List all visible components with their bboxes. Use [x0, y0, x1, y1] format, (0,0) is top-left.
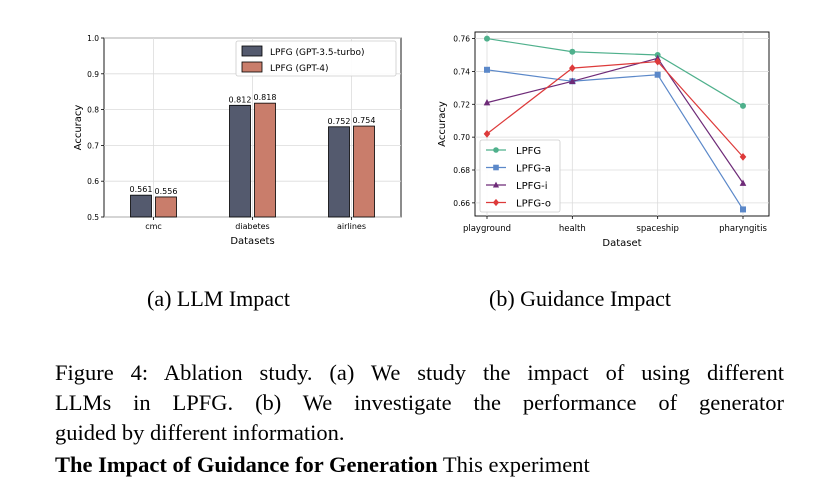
tick-label-x: spaceship — [636, 224, 679, 234]
legend-label: LPFG (GPT-4) — [270, 64, 329, 74]
legend-label: LPFG-i — [516, 181, 548, 192]
bar — [328, 126, 350, 218]
tick-label-x: airlines — [337, 222, 366, 231]
section-heading-rest: This experiment — [437, 452, 590, 477]
marker-circle — [740, 102, 746, 109]
marker-triangle — [739, 179, 747, 186]
tick-label-x: playground — [463, 224, 511, 234]
bar — [130, 194, 152, 218]
legend-label: LPFG-o — [516, 199, 551, 210]
x-axis-label: Datasets — [230, 236, 274, 247]
series-line — [486, 69, 744, 210]
marker-triangle — [569, 77, 576, 84]
tick-label-y: 0.70 — [453, 133, 470, 142]
marker-diamond — [654, 57, 661, 66]
data-label: 0.561 — [130, 185, 153, 194]
caption-line-1: Figure 4: Ablation study. (a) We study t… — [55, 360, 784, 385]
data-label: 0.812 — [229, 95, 252, 104]
caption-line-2: LLMs in LPFG. (b) We investigate the per… — [55, 390, 784, 415]
data-label: 0.818 — [254, 93, 277, 102]
plot-frame — [474, 31, 770, 217]
marker-square — [740, 206, 746, 213]
tick-label-x: cmc — [145, 222, 162, 231]
tick-label-x: diabetes — [235, 222, 269, 231]
line-chart-marks — [483, 35, 747, 213]
legend-label: LPFG-a — [516, 164, 551, 175]
bar — [353, 125, 375, 218]
legend-box — [235, 40, 397, 77]
line-chart-axes: 0.66 0.68 0.70 0.72 0.74 0.76 playground health… — [437, 31, 770, 249]
tick-label-x: pharyngitis — [719, 224, 767, 234]
tick-label-y: 0.72 — [453, 100, 470, 109]
series-line — [486, 37, 744, 107]
bar — [155, 196, 177, 218]
caption-line-3: guided by different information. — [55, 420, 345, 445]
marker-circle — [484, 35, 490, 42]
bar — [254, 102, 276, 218]
legend-label: LPFG — [516, 146, 541, 157]
marker-triangle — [492, 181, 500, 188]
y-axis-label: Accuracy — [73, 105, 84, 151]
marker-circle — [493, 147, 499, 153]
marker-diamond — [492, 198, 500, 207]
bar — [229, 104, 251, 218]
bar-chart-legend: LPFG (GPT-3.5-turbo) LPFG (GPT-4) — [235, 40, 397, 77]
llm-impact-bar-chart: 0.5 0.6 0.7 0.8 0.9 1.0 cmc diabetes airlines Dat… — [73, 34, 402, 247]
legend-swatch — [241, 61, 263, 73]
subcaption-b: (b) Guidance Impact — [489, 286, 672, 311]
tick-label-y: 0.66 — [453, 199, 470, 208]
series-line — [486, 57, 744, 184]
marker-triangle — [483, 99, 491, 106]
marker-square — [484, 66, 490, 73]
bar-chart-marks: 0.561 0.556 0.812 0.818 0.752 0.754 — [130, 93, 376, 218]
marker-circle — [569, 48, 576, 55]
tick-label-y: 0.6 — [87, 177, 99, 186]
series-line — [486, 60, 744, 158]
tick-label-y: 0.5 — [87, 213, 99, 222]
line-chart-legend: LPFG LPFG-a LPFG-i LPFG-o — [479, 139, 561, 213]
tick-label-y: 0.7 — [87, 141, 99, 150]
legend-swatch — [241, 45, 263, 57]
subcaption-a: (a) LLM Impact — [147, 286, 290, 311]
marker-square — [493, 164, 499, 171]
section-heading: The Impact of Guidance for Generation Th… — [55, 450, 784, 480]
marker-diamond — [569, 64, 576, 73]
tick-label-y: 0.9 — [87, 70, 99, 79]
y-axis-label: Accuracy — [437, 101, 448, 147]
x-axis-label: Dataset — [602, 238, 641, 249]
legend-box — [479, 139, 561, 213]
section-heading-bold: The Impact of Guidance for Generation — [55, 452, 438, 477]
tick-label-x: health — [559, 224, 586, 234]
marker-square — [654, 71, 661, 78]
tick-label-y: 1.0 — [87, 34, 99, 43]
tick-label-y: 0.68 — [453, 166, 470, 175]
legend-label: LPFG (GPT-3.5-turbo) — [270, 48, 365, 58]
data-label: 0.754 — [353, 116, 376, 125]
data-label: 0.556 — [155, 187, 178, 196]
figure-caption: Figure 4: Ablation study. (a) We study t… — [55, 358, 784, 448]
tick-label-y: 0.76 — [453, 35, 470, 44]
tick-label-y: 0.74 — [453, 67, 470, 76]
tick-label-y: 0.8 — [87, 106, 99, 115]
guidance-impact-line-chart: 0.66 0.68 0.70 0.72 0.74 0.76 playground health… — [437, 31, 770, 249]
data-label: 0.752 — [328, 117, 351, 126]
marker-diamond — [483, 129, 491, 138]
